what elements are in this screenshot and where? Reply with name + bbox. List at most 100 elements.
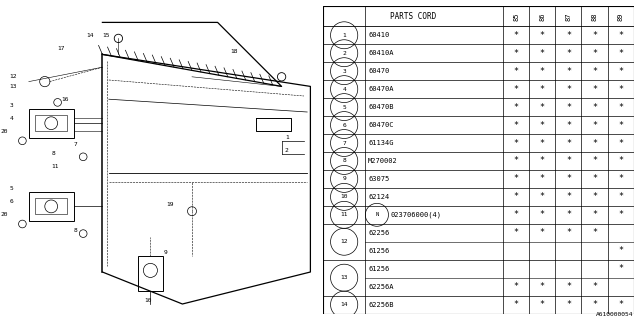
- Text: *: *: [566, 228, 571, 237]
- Text: *: *: [592, 139, 597, 148]
- Text: 61256: 61256: [368, 266, 390, 272]
- Text: *: *: [592, 156, 597, 165]
- Text: *: *: [514, 121, 519, 130]
- Text: *: *: [540, 192, 545, 201]
- Text: 19: 19: [166, 202, 174, 207]
- Text: *: *: [566, 139, 571, 148]
- Text: 9: 9: [163, 250, 167, 255]
- Text: 14: 14: [86, 33, 94, 38]
- Text: 60470A: 60470A: [368, 86, 394, 92]
- Text: 4: 4: [342, 87, 346, 92]
- Text: *: *: [566, 31, 571, 40]
- Text: *: *: [514, 282, 519, 291]
- Text: *: *: [514, 31, 519, 40]
- Text: *: *: [514, 300, 519, 309]
- Text: 88: 88: [591, 12, 598, 20]
- Text: PARTS CORD: PARTS CORD: [390, 12, 436, 21]
- Text: *: *: [540, 228, 545, 237]
- Text: *: *: [566, 156, 571, 165]
- Text: *: *: [540, 139, 545, 148]
- Text: *: *: [514, 192, 519, 201]
- Text: *: *: [618, 264, 623, 273]
- Text: *: *: [514, 103, 519, 112]
- Text: *: *: [592, 300, 597, 309]
- Text: *: *: [592, 174, 597, 183]
- Text: 60470C: 60470C: [368, 122, 394, 128]
- Text: 4: 4: [10, 116, 13, 121]
- Text: *: *: [592, 49, 597, 58]
- Text: *: *: [566, 282, 571, 291]
- Text: *: *: [540, 103, 545, 112]
- Text: 7: 7: [342, 140, 346, 146]
- Text: 6: 6: [10, 199, 13, 204]
- Text: 62256A: 62256A: [368, 284, 394, 290]
- Text: 16: 16: [61, 97, 68, 102]
- Text: *: *: [566, 210, 571, 219]
- Text: 13: 13: [340, 275, 348, 280]
- Text: 61256: 61256: [368, 248, 390, 254]
- Text: *: *: [618, 103, 623, 112]
- Text: *: *: [540, 210, 545, 219]
- Text: *: *: [618, 67, 623, 76]
- Text: 12: 12: [10, 74, 17, 79]
- Text: 8: 8: [51, 151, 55, 156]
- Text: *: *: [592, 282, 597, 291]
- Text: 15: 15: [102, 33, 110, 38]
- Text: *: *: [592, 121, 597, 130]
- Text: *: *: [514, 139, 519, 148]
- Text: *: *: [592, 67, 597, 76]
- Text: 18: 18: [230, 49, 238, 54]
- Text: *: *: [566, 84, 571, 94]
- Text: 60410: 60410: [368, 32, 390, 38]
- Text: 2: 2: [342, 51, 346, 56]
- Text: 3: 3: [10, 103, 13, 108]
- Text: *: *: [618, 49, 623, 58]
- Text: *: *: [618, 192, 623, 201]
- Text: 2: 2: [285, 148, 289, 153]
- Text: *: *: [540, 67, 545, 76]
- Text: *: *: [514, 84, 519, 94]
- Text: *: *: [540, 156, 545, 165]
- Text: *: *: [618, 210, 623, 219]
- Text: *: *: [540, 300, 545, 309]
- Text: *: *: [540, 31, 545, 40]
- Text: 20: 20: [0, 129, 8, 134]
- Text: *: *: [540, 121, 545, 130]
- Text: 87: 87: [565, 12, 572, 20]
- Text: 8: 8: [74, 228, 77, 233]
- Text: *: *: [592, 31, 597, 40]
- Text: 6: 6: [342, 123, 346, 128]
- Text: 62256B: 62256B: [368, 302, 394, 308]
- Text: *: *: [618, 84, 623, 94]
- Text: *: *: [566, 49, 571, 58]
- Text: *: *: [566, 174, 571, 183]
- Text: 60410A: 60410A: [368, 50, 394, 56]
- Text: *: *: [566, 121, 571, 130]
- Text: 89: 89: [618, 12, 623, 20]
- Text: *: *: [566, 67, 571, 76]
- Text: *: *: [566, 103, 571, 112]
- Text: 7: 7: [74, 141, 77, 147]
- Text: *: *: [592, 228, 597, 237]
- Text: *: *: [592, 103, 597, 112]
- Text: 3: 3: [342, 69, 346, 74]
- Text: *: *: [566, 192, 571, 201]
- Text: 86: 86: [540, 12, 545, 20]
- Text: 62256: 62256: [368, 230, 390, 236]
- Text: A610000054: A610000054: [596, 312, 634, 317]
- Text: 63075: 63075: [368, 176, 390, 182]
- Text: 17: 17: [58, 45, 65, 51]
- Text: 10: 10: [144, 298, 152, 303]
- Text: *: *: [592, 192, 597, 201]
- Text: 20: 20: [0, 212, 8, 217]
- Text: 11: 11: [340, 212, 348, 217]
- Text: 14: 14: [340, 302, 348, 307]
- Text: 1: 1: [285, 135, 289, 140]
- Text: *: *: [592, 210, 597, 219]
- Text: *: *: [540, 282, 545, 291]
- Text: *: *: [618, 121, 623, 130]
- Text: *: *: [540, 174, 545, 183]
- Text: 13: 13: [10, 84, 17, 89]
- Text: 8: 8: [342, 158, 346, 164]
- Text: *: *: [618, 246, 623, 255]
